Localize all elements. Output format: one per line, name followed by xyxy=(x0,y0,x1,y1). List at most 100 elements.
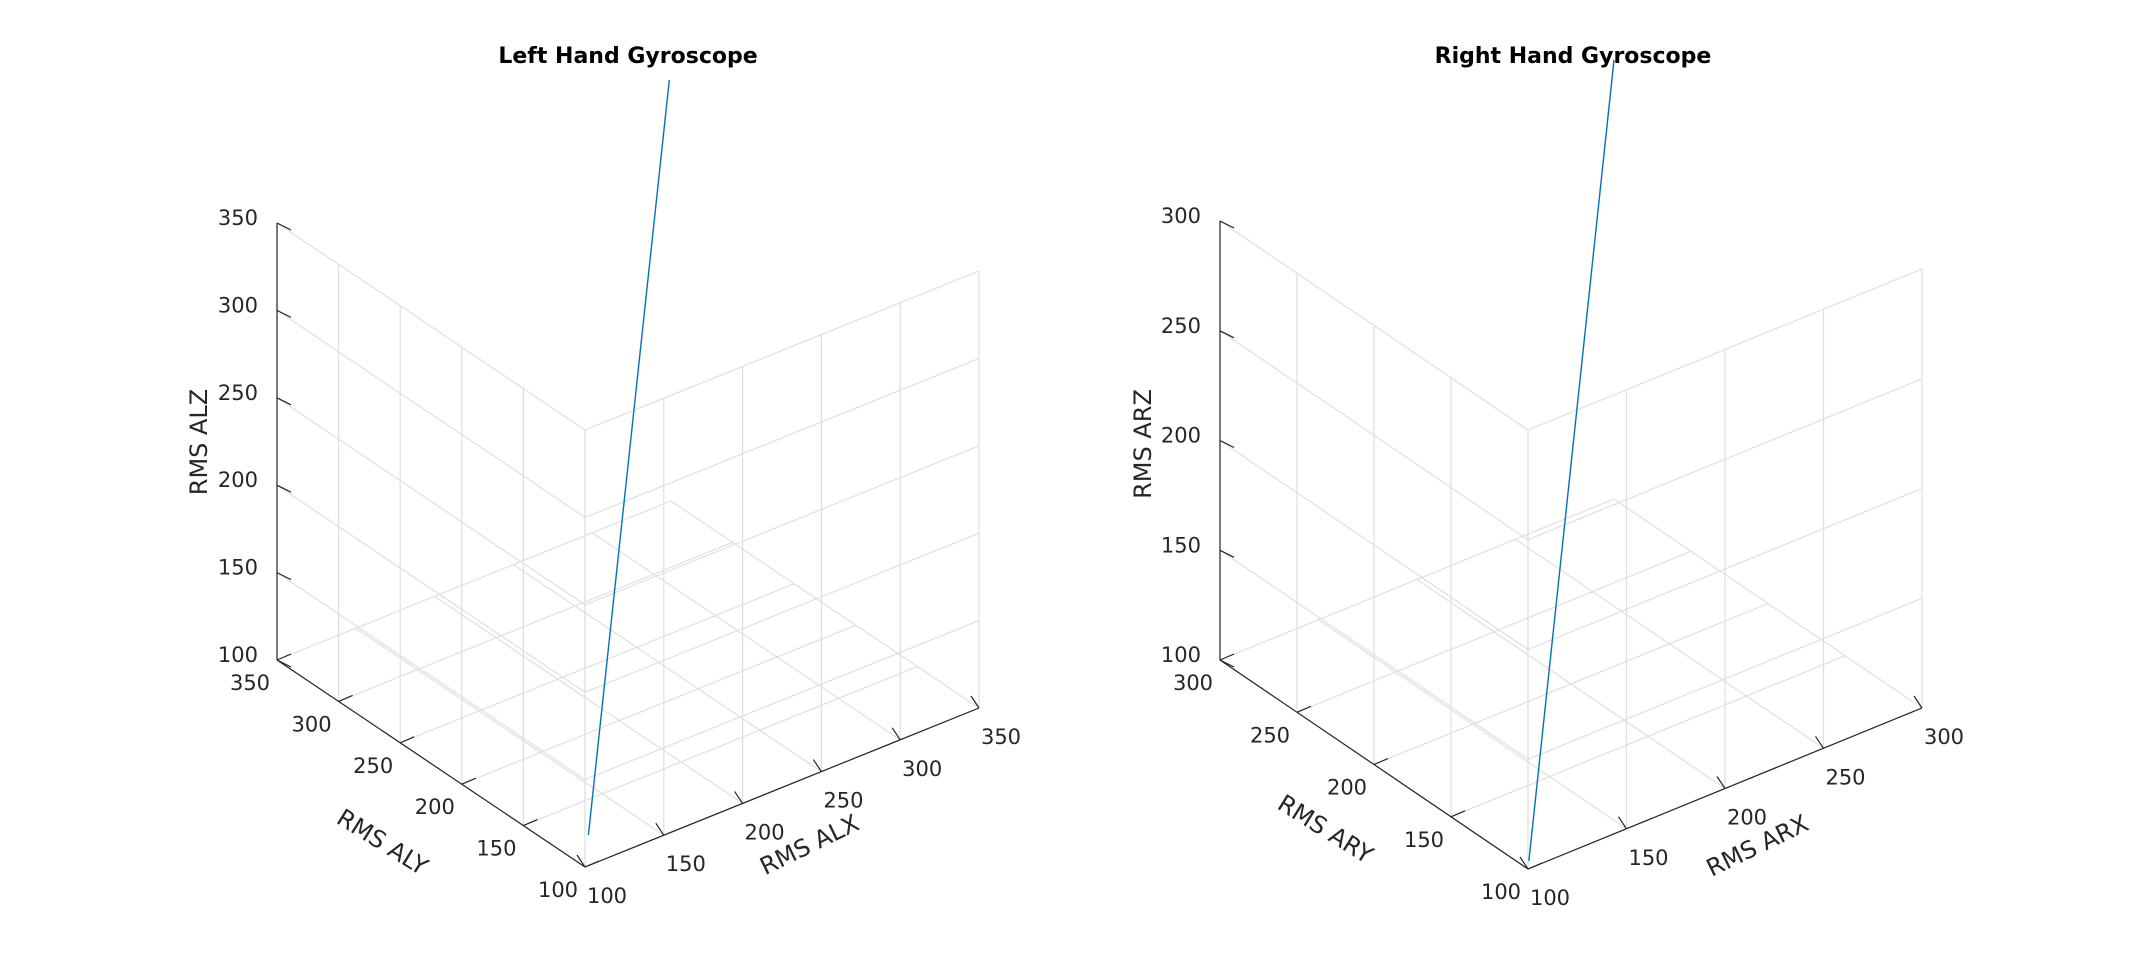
z-tick-label: 150 xyxy=(1161,533,1201,557)
x-tick-label: 100 xyxy=(1530,886,1570,910)
y-tick xyxy=(1450,810,1466,818)
z-tick-label: 150 xyxy=(218,556,258,580)
y-tick xyxy=(523,819,538,827)
grid-line xyxy=(584,532,980,693)
z-tick-label: 100 xyxy=(218,643,258,667)
y-tick xyxy=(276,653,292,661)
x-tick-label: 350 xyxy=(981,725,1021,749)
grid-line xyxy=(1527,378,1923,541)
grid-line xyxy=(1219,440,1529,650)
z-tick-label: 250 xyxy=(218,381,258,405)
x-tick-label: 100 xyxy=(587,884,627,908)
z-tick-label: 300 xyxy=(218,293,258,317)
chart-title: Right Hand Gyroscope xyxy=(1435,44,1712,69)
x-tick-label: 300 xyxy=(902,757,942,781)
z-tick xyxy=(1219,220,1235,229)
grid-line xyxy=(1219,220,1529,431)
y-tick-label: 250 xyxy=(353,754,393,778)
grid-line xyxy=(338,541,733,702)
grid-line xyxy=(1527,487,1923,651)
grid-line xyxy=(276,484,586,693)
x-tick xyxy=(734,791,744,804)
z-tick xyxy=(1219,330,1235,339)
y-tick xyxy=(338,694,353,702)
x-tick xyxy=(891,727,901,741)
y-tick-label: 150 xyxy=(476,837,516,861)
x-tick xyxy=(1618,816,1627,830)
y-tick xyxy=(461,777,477,785)
z-tick-label: 350 xyxy=(218,206,258,230)
z-tick xyxy=(276,397,292,406)
grid-line xyxy=(276,500,672,661)
y-tick xyxy=(1219,653,1235,661)
grid-line xyxy=(355,627,665,836)
grid-line xyxy=(513,564,822,773)
y-tick-label: 300 xyxy=(1173,671,1213,695)
grid-line xyxy=(276,222,586,431)
x-tick-label: 300 xyxy=(1924,725,1964,749)
y-tick-label: 250 xyxy=(1250,723,1290,747)
z-tick-label: 100 xyxy=(1161,643,1201,667)
grid-line xyxy=(276,309,586,518)
x-tick xyxy=(1519,856,1529,870)
grid-line xyxy=(1373,602,1769,766)
y-tick xyxy=(1373,757,1389,766)
grid-line xyxy=(399,583,795,744)
grid-line xyxy=(434,595,743,804)
x-tick xyxy=(812,759,822,772)
z-tick xyxy=(276,572,292,581)
z-tick-label: 300 xyxy=(1161,204,1201,228)
y-tick xyxy=(1296,705,1312,713)
z-tick-label: 200 xyxy=(1161,424,1201,448)
grid-line xyxy=(276,572,586,781)
grid-line xyxy=(276,397,586,606)
chart-title: Left Hand Gyroscope xyxy=(498,44,757,69)
grid-line xyxy=(1527,597,1923,760)
y-tick-label: 350 xyxy=(230,671,270,695)
x-tick xyxy=(576,854,586,868)
z-tick xyxy=(1219,549,1235,558)
grid-line xyxy=(1219,549,1529,760)
z-axis-label: RMS ALZ xyxy=(185,389,213,495)
y-tick-label: 300 xyxy=(292,712,332,736)
y-tick-label: 100 xyxy=(538,878,578,902)
x-tick xyxy=(655,822,665,836)
z-tick-label: 200 xyxy=(218,468,258,492)
x-tick-label: 200 xyxy=(1727,806,1767,830)
x-tick-label: 150 xyxy=(666,852,706,876)
y-tick xyxy=(1527,862,1543,870)
z-tick xyxy=(276,484,292,493)
y-tick xyxy=(399,736,415,744)
z-axis-label: RMS ARZ xyxy=(1129,389,1157,499)
x-tick xyxy=(1815,735,1824,749)
x-tick-label: 200 xyxy=(745,820,785,844)
x-tick-label: 150 xyxy=(1628,846,1668,870)
grid-line xyxy=(1296,550,1692,713)
x-tick xyxy=(1716,776,1726,789)
x-tick xyxy=(970,695,980,709)
series-line xyxy=(587,80,670,835)
x-tick-label: 250 xyxy=(823,789,863,813)
z-tick-label: 250 xyxy=(1161,314,1201,338)
grid-line xyxy=(1527,268,1923,431)
y-tick xyxy=(584,860,600,868)
left-hand-gyroscope-plot: Left Hand Gyroscope RMS ALY RMS ALX RMS … xyxy=(185,44,1021,908)
grid-line xyxy=(523,666,918,827)
y-tick-label: 200 xyxy=(1327,776,1367,800)
y-tick-label: 200 xyxy=(415,795,455,819)
grid-line xyxy=(1450,655,1846,818)
grid-line xyxy=(591,532,901,741)
x-tick xyxy=(1913,695,1923,709)
grid-line xyxy=(584,270,980,431)
grid-line xyxy=(584,357,980,518)
z-tick xyxy=(276,659,292,668)
series-line xyxy=(1528,59,1615,861)
x-tick-label: 250 xyxy=(1825,765,1865,789)
x-axis-line xyxy=(584,707,980,868)
grid-line xyxy=(584,620,980,781)
grid-line xyxy=(1219,498,1615,661)
z-tick xyxy=(276,309,292,318)
z-tick xyxy=(1219,659,1235,668)
